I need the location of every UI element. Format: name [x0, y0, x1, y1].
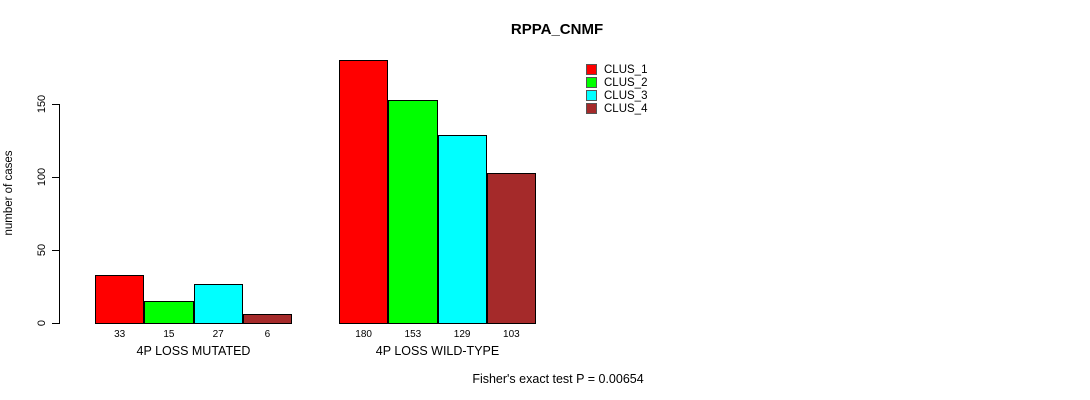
legend-swatch-clus_4 [586, 103, 597, 114]
legend: CLUS_1 CLUS_2 CLUS_3 CLUS_4 [586, 63, 647, 115]
bar-clus_2-group1 [144, 301, 194, 324]
legend-swatch-clus_1 [586, 64, 597, 75]
stat-test-annotation: Fisher's exact test P = 0.00654 [472, 372, 644, 386]
bar-value-label: 6 [264, 329, 271, 340]
bar-clus_4-group2 [486, 173, 536, 324]
bar-value-label: 103 [503, 329, 520, 340]
y-axis-tick-label: 150 [36, 94, 48, 114]
legend-item: CLUS_3 [586, 89, 647, 102]
y-axis-tick-label: 50 [36, 243, 48, 257]
chart-title: RPPA_CNMF [510, 21, 604, 38]
x-category-label: 4P LOSS MUTATED [136, 344, 251, 358]
legend-item: CLUS_1 [586, 63, 647, 76]
bar-value-label: 129 [453, 329, 471, 340]
bar-clus_4-group1 [242, 314, 292, 324]
bar-value-label: 33 [114, 329, 126, 340]
legend-label: CLUS_1 [604, 63, 648, 76]
bar-value-label: 180 [355, 329, 372, 340]
y-axis-line [59, 104, 60, 324]
legend-label: CLUS_4 [604, 102, 648, 115]
legend-label: CLUS_2 [604, 76, 648, 89]
bar-value-label: 153 [404, 329, 422, 340]
y-axis-tick [52, 104, 59, 105]
legend-label: CLUS_3 [604, 89, 648, 102]
y-axis-tick [52, 177, 59, 178]
bar-clus_1-group1 [95, 275, 145, 324]
bar-clus_1-group2 [339, 60, 389, 324]
legend-item: CLUS_2 [586, 76, 647, 89]
bar-clus_3-group2 [437, 135, 487, 324]
legend-swatch-clus_2 [586, 77, 597, 88]
x-category-label: 4P LOSS WILD-TYPE [375, 344, 500, 358]
bar-clus_3-group1 [193, 284, 243, 324]
bar-value-label: 15 [163, 329, 175, 340]
bar-clus_2-group2 [388, 100, 438, 324]
y-axis-label: number of cases [3, 150, 15, 236]
legend-swatch-clus_3 [586, 90, 597, 101]
legend-item: CLUS_4 [586, 102, 647, 115]
y-axis-tick-label: 100 [36, 167, 48, 187]
y-axis-tick [52, 250, 59, 251]
bar-value-label: 27 [212, 329, 224, 340]
y-axis-tick-label: 0 [36, 319, 48, 327]
y-axis-tick [52, 323, 59, 324]
